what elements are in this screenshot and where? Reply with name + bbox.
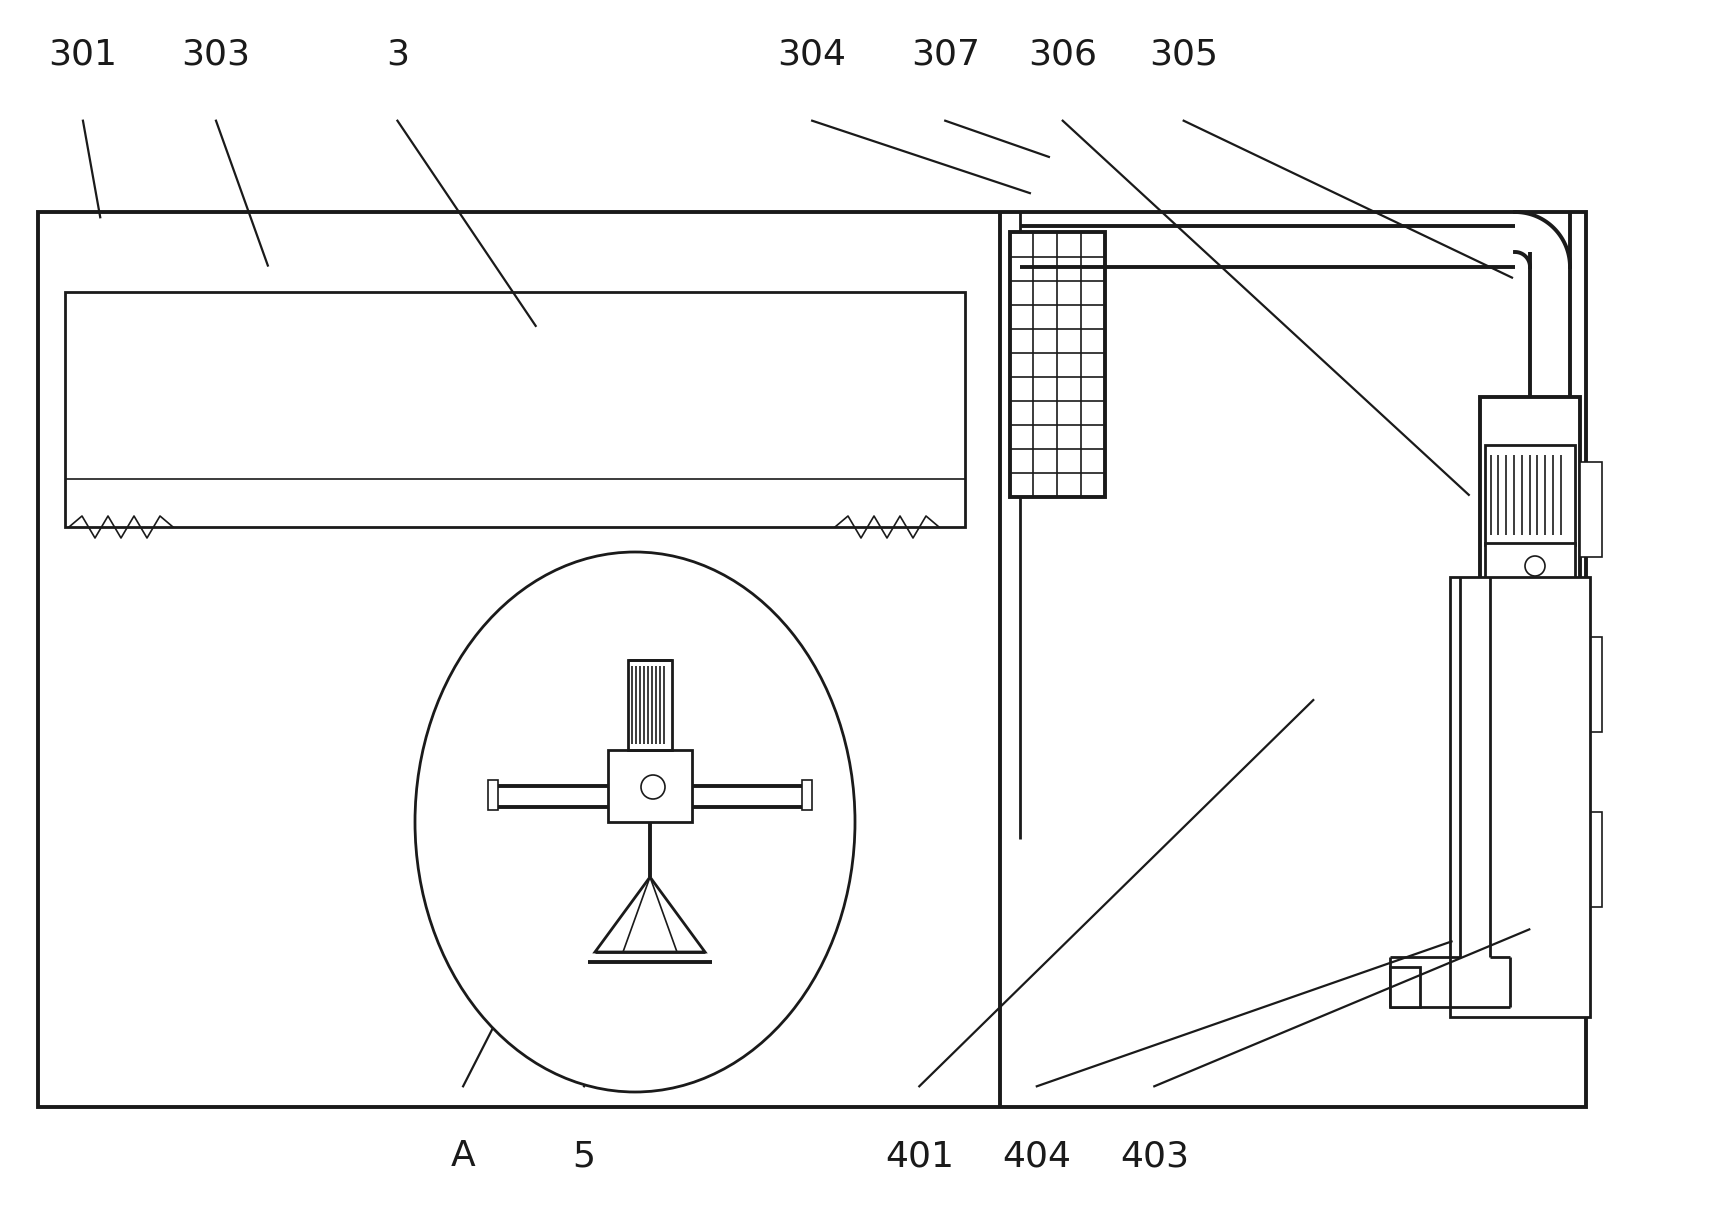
Bar [38,212,1586,1107]
Bar [1579,812,1602,906]
Text: 303: 303 [181,37,251,71]
Text: 403: 403 [1120,1139,1189,1173]
Bar [1484,543,1574,585]
Text: 401: 401 [885,1139,954,1173]
Ellipse shape [415,552,855,1092]
Bar [802,780,812,810]
Text: 3: 3 [385,37,410,71]
Text: 306: 306 [1028,37,1097,71]
Bar [627,660,672,750]
Bar [1450,577,1590,1018]
Bar [1009,232,1104,497]
Bar [66,292,964,527]
Circle shape [1526,556,1545,576]
Text: 307: 307 [911,37,980,71]
Bar [1579,462,1602,556]
Text: 404: 404 [1002,1139,1071,1173]
Text: 304: 304 [778,37,847,71]
Circle shape [641,775,665,799]
Bar [1479,397,1579,997]
Bar [487,780,498,810]
Text: 5: 5 [572,1139,596,1173]
Text: 305: 305 [1149,37,1218,71]
Bar [1579,637,1602,731]
Text: A: A [451,1139,475,1173]
Bar [1389,967,1420,1007]
Text: 301: 301 [48,37,118,71]
Bar [608,750,691,822]
Polygon shape [594,877,705,952]
Bar [1484,445,1574,546]
